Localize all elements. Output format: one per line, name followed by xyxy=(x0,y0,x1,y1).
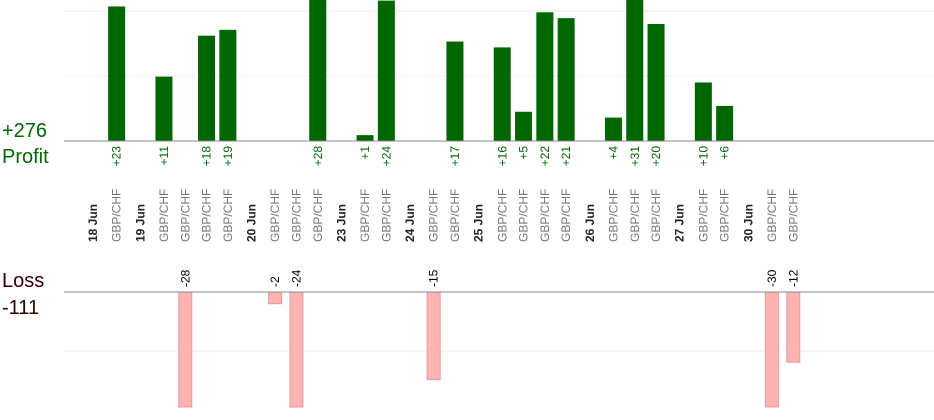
profit-caption: Profit xyxy=(2,146,49,168)
date-label: 20 Jun xyxy=(245,204,259,242)
pair-label: GBP/CHF xyxy=(448,189,462,242)
profit-value-label: +23 xyxy=(110,146,124,167)
profit-value-label: +4 xyxy=(606,146,620,160)
profit-bar xyxy=(604,117,622,141)
profit-bar xyxy=(377,0,395,141)
loss-bar xyxy=(786,291,801,363)
loss-bar xyxy=(268,291,283,305)
loss-value-label: -30 xyxy=(765,269,779,287)
loss-value-label: -15 xyxy=(427,269,441,287)
loss-caption: Loss xyxy=(2,270,44,292)
profit-bar xyxy=(155,76,173,141)
date-label: 27 Jun xyxy=(673,204,687,242)
pair-label: GBP/CHF xyxy=(628,189,642,242)
pair-label: GBP/CHF xyxy=(379,189,393,242)
profit-bar xyxy=(309,0,327,141)
profit-bar xyxy=(356,135,374,141)
date-label: 18 Jun xyxy=(86,204,100,242)
date-label: 19 Jun xyxy=(133,204,147,242)
date-label: 25 Jun xyxy=(472,204,486,242)
profit-bar xyxy=(219,29,237,142)
date-label: 24 Jun xyxy=(403,204,417,242)
profit-value-label: +10 xyxy=(696,146,710,167)
pair-label: GBP/CHF xyxy=(157,189,171,242)
profit-bar xyxy=(446,41,464,141)
profit-bar xyxy=(536,12,554,141)
pair-label: GBP/CHF xyxy=(358,189,372,242)
pair-label: GBP/CHF xyxy=(221,189,235,242)
profit-value-label: +31 xyxy=(628,146,642,167)
bar-labels: 18 Jun GBP/CHF +23 19 Jun GBP/CHF +11 GBP/CHF -… xyxy=(86,146,800,287)
profit-value-label: +6 xyxy=(718,146,732,160)
loss-value-label: -28 xyxy=(178,269,192,287)
profit-value-label: +5 xyxy=(517,146,531,160)
date-label: 30 Jun xyxy=(741,204,755,242)
date-label: 26 Jun xyxy=(583,204,597,242)
profit-bar xyxy=(647,24,665,141)
pair-label: GBP/CHF xyxy=(517,189,531,242)
pair-label: GBP/CHF xyxy=(110,189,124,242)
pair-label: GBP/CHF xyxy=(765,189,779,242)
bars xyxy=(108,0,801,408)
pair-label: GBP/CHF xyxy=(495,189,509,242)
profit-bar xyxy=(716,105,734,141)
pair-label: GBP/CHF xyxy=(311,189,325,242)
profit-value-label: +20 xyxy=(649,146,663,167)
pair-label: GBP/CHF xyxy=(178,189,192,242)
date-label: 23 Jun xyxy=(334,204,348,242)
pair-label: GBP/CHF xyxy=(559,189,573,242)
pair-label: GBP/CHF xyxy=(718,189,732,242)
loss-bar xyxy=(764,291,779,408)
pair-label: GBP/CHF xyxy=(200,189,214,242)
profit-bar xyxy=(557,18,575,141)
loss-bar xyxy=(178,291,193,408)
profit-value-label: +19 xyxy=(221,146,235,167)
loss-bar xyxy=(426,291,441,381)
profit-value-label: +24 xyxy=(379,146,393,167)
loss-bar xyxy=(289,291,304,408)
pair-label: GBP/CHF xyxy=(289,189,303,242)
profit-bar xyxy=(694,82,712,141)
profit-value-label: +28 xyxy=(311,146,325,167)
pair-label: GBP/CHF xyxy=(268,189,282,242)
profit-value-label: +16 xyxy=(495,146,509,167)
profit-bar xyxy=(493,47,511,141)
pair-label: GBP/CHF xyxy=(696,189,710,242)
profit-bar xyxy=(108,6,126,142)
profit-bar xyxy=(515,111,533,141)
pair-label: GBP/CHF xyxy=(538,189,552,242)
pair-label: GBP/CHF xyxy=(427,189,441,242)
profit-value-label: +1 xyxy=(358,146,372,160)
profit-value-label: +18 xyxy=(200,146,214,167)
profit-value-label: +11 xyxy=(157,146,171,166)
loss-value-label: -2 xyxy=(268,276,282,287)
profit-value-label: +22 xyxy=(538,146,552,167)
pair-label: GBP/CHF xyxy=(786,189,800,242)
total-profit-label: +276 xyxy=(2,120,47,142)
profit-bar xyxy=(198,35,216,142)
loss-value-label: -12 xyxy=(786,269,800,287)
loss-value-label: -24 xyxy=(289,269,303,287)
total-loss-label: -111 xyxy=(2,297,39,319)
pair-label: GBP/CHF xyxy=(606,189,620,242)
profit-value-label: +21 xyxy=(559,146,573,167)
profit-value-label: +17 xyxy=(448,146,462,167)
pair-label: GBP/CHF xyxy=(649,189,663,242)
profit-bar xyxy=(626,0,644,141)
